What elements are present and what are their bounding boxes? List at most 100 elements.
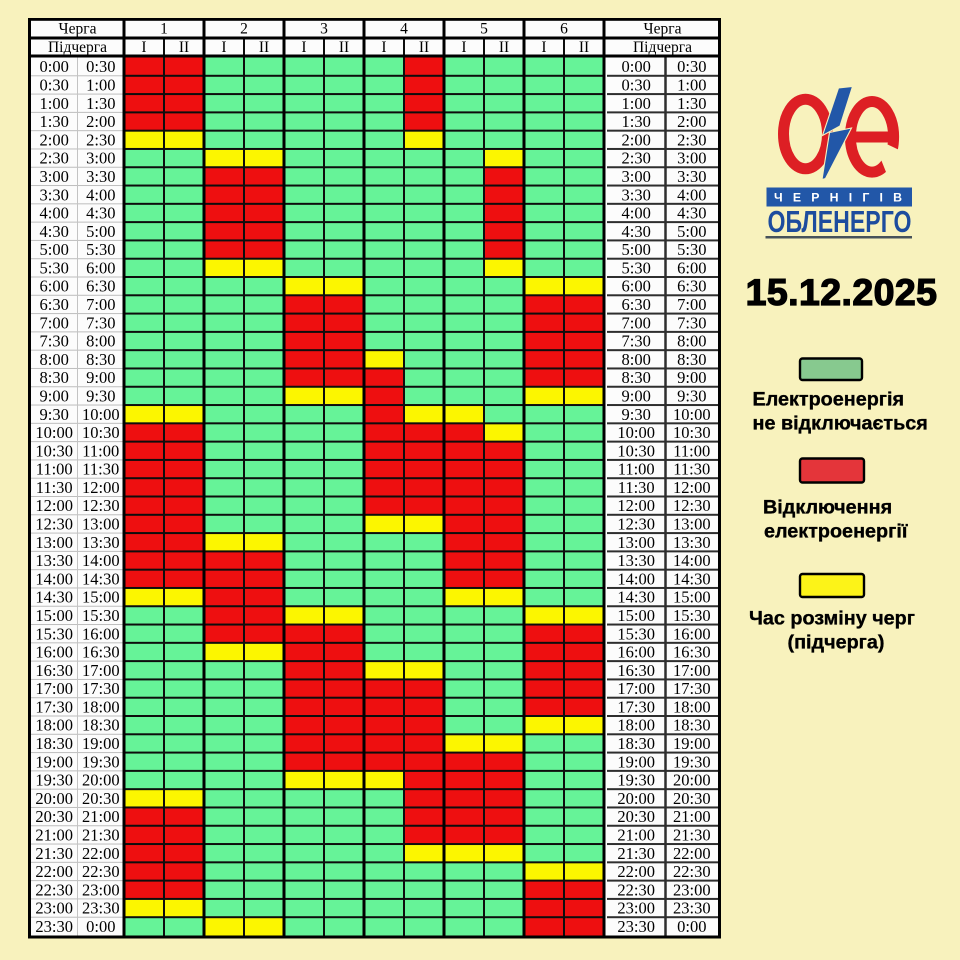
svg-text:11:00: 11:00	[673, 441, 710, 460]
svg-text:12:00: 12:00	[617, 496, 655, 515]
svg-text:I: I	[461, 39, 466, 56]
svg-text:18:30: 18:30	[673, 716, 711, 735]
svg-text:20:00: 20:00	[617, 789, 655, 808]
svg-text:8:00: 8:00	[622, 350, 651, 369]
svg-text:ОБЛЕНЕРГО: ОБЛЕНЕРГО	[768, 205, 912, 239]
svg-text:10:30: 10:30	[82, 423, 120, 442]
svg-text:18:30: 18:30	[82, 716, 120, 735]
svg-text:8:30: 8:30	[40, 368, 69, 387]
svg-text:21:30: 21:30	[673, 826, 711, 845]
svg-text:15:30: 15:30	[617, 624, 655, 643]
svg-text:7:30: 7:30	[86, 313, 115, 332]
svg-text:Час розміну черг: Час розміну черг	[749, 608, 915, 630]
svg-text:22:30: 22:30	[673, 862, 711, 881]
svg-text:12:00: 12:00	[35, 496, 73, 515]
svg-text:17:00: 17:00	[82, 661, 120, 680]
svg-text:0:30: 0:30	[40, 76, 69, 95]
svg-text:Черга: Черга	[644, 21, 682, 38]
svg-text:0:00: 0:00	[677, 917, 706, 936]
svg-text:23:30: 23:30	[82, 899, 120, 918]
svg-text:5:00: 5:00	[622, 240, 651, 259]
svg-text:22:00: 22:00	[35, 862, 73, 881]
svg-text:21:30: 21:30	[617, 844, 655, 863]
svg-text:2:30: 2:30	[86, 130, 115, 149]
svg-text:23:00: 23:00	[617, 899, 655, 918]
svg-text:13:30: 13:30	[673, 533, 711, 552]
svg-text:10:00: 10:00	[673, 405, 711, 424]
svg-text:7:30: 7:30	[677, 313, 706, 332]
svg-text:18:30: 18:30	[617, 734, 655, 753]
svg-text:9:00: 9:00	[86, 368, 115, 387]
svg-text:18:00: 18:00	[617, 716, 655, 735]
svg-text:21:00: 21:00	[673, 807, 711, 826]
svg-text:17:30: 17:30	[35, 698, 73, 717]
svg-text:0:00: 0:00	[622, 57, 651, 76]
svg-text:I: I	[141, 39, 146, 56]
svg-text:3:00: 3:00	[40, 167, 69, 186]
svg-text:22:00: 22:00	[617, 862, 655, 881]
svg-text:9:30: 9:30	[40, 405, 69, 424]
svg-text:7:00: 7:00	[40, 313, 69, 332]
svg-text:Відключення: Відключення	[763, 497, 892, 519]
svg-text:10:30: 10:30	[35, 441, 73, 460]
svg-text:17:30: 17:30	[82, 679, 120, 698]
svg-text:електроенергії: електроенергії	[764, 521, 908, 543]
svg-text:5:00: 5:00	[40, 240, 69, 259]
svg-text:16:00: 16:00	[617, 643, 655, 662]
svg-text:21:30: 21:30	[35, 844, 73, 863]
svg-text:15:00: 15:00	[617, 606, 655, 625]
svg-text:19:30: 19:30	[617, 771, 655, 790]
svg-text:15:00: 15:00	[35, 606, 73, 625]
svg-text:0:30: 0:30	[677, 57, 706, 76]
svg-text:I: I	[301, 39, 306, 56]
svg-text:12:30: 12:30	[673, 496, 711, 515]
svg-text:13:00: 13:00	[35, 533, 73, 552]
svg-text:0:30: 0:30	[622, 76, 651, 95]
svg-text:3:00: 3:00	[86, 149, 115, 168]
svg-text:6:00: 6:00	[677, 259, 706, 278]
svg-text:3:30: 3:30	[40, 185, 69, 204]
svg-text:14:00: 14:00	[673, 551, 711, 570]
svg-text:5:30: 5:30	[622, 259, 651, 278]
svg-text:13:30: 13:30	[617, 551, 655, 570]
svg-text:5:00: 5:00	[677, 222, 706, 241]
svg-text:Електроенергія: Електроенергія	[753, 389, 905, 411]
svg-text:14:30: 14:30	[35, 588, 73, 607]
svg-text:20:30: 20:30	[82, 789, 120, 808]
svg-text:18:00: 18:00	[35, 716, 73, 735]
svg-text:2:00: 2:00	[40, 130, 69, 149]
svg-text:II: II	[179, 39, 189, 56]
svg-text:(підчерга): (підчерга)	[788, 632, 885, 654]
svg-text:10:00: 10:00	[82, 405, 120, 424]
svg-text:6:00: 6:00	[622, 277, 651, 296]
svg-text:1:30: 1:30	[86, 94, 115, 113]
svg-text:3:30: 3:30	[622, 185, 651, 204]
svg-text:15.12.2025: 15.12.2025	[746, 271, 938, 313]
svg-text:21:00: 21:00	[35, 826, 73, 845]
svg-text:8:00: 8:00	[40, 350, 69, 369]
svg-text:19:00: 19:00	[82, 734, 120, 753]
svg-text:9:30: 9:30	[86, 387, 115, 406]
svg-text:20:00: 20:00	[82, 771, 120, 790]
svg-text:3:00: 3:00	[677, 149, 706, 168]
svg-text:3:30: 3:30	[677, 167, 706, 186]
svg-text:7:00: 7:00	[86, 295, 115, 314]
svg-text:5: 5	[480, 21, 488, 38]
svg-text:ЧЕРНІГІВ: ЧЕРНІГІВ	[774, 191, 902, 205]
svg-text:10:30: 10:30	[673, 423, 711, 442]
svg-text:II: II	[499, 39, 509, 56]
svg-text:3:00: 3:00	[622, 167, 651, 186]
svg-text:14:00: 14:00	[82, 551, 120, 570]
svg-text:8:30: 8:30	[622, 368, 651, 387]
svg-text:22:30: 22:30	[35, 880, 73, 899]
svg-text:23:00: 23:00	[673, 880, 711, 899]
svg-text:4: 4	[400, 21, 408, 38]
svg-text:I: I	[541, 39, 546, 56]
svg-text:14:30: 14:30	[617, 588, 655, 607]
svg-text:15:30: 15:30	[673, 606, 711, 625]
svg-text:2:30: 2:30	[622, 149, 651, 168]
svg-text:7:30: 7:30	[622, 332, 651, 351]
svg-text:15:00: 15:00	[673, 588, 711, 607]
svg-text:8:00: 8:00	[86, 332, 115, 351]
svg-text:4:30: 4:30	[40, 222, 69, 241]
